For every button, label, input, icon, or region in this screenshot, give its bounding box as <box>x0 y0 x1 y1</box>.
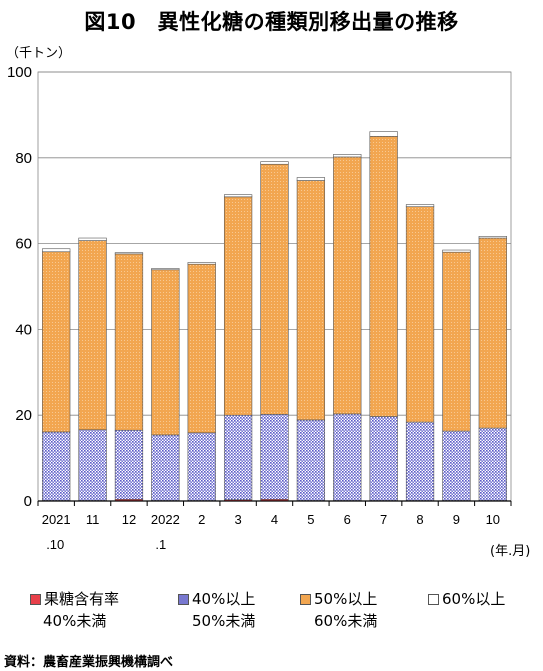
bar-segment-2 <box>296 419 326 501</box>
y-tick-label: 100 <box>7 64 32 81</box>
bar-segment-2 <box>42 431 71 501</box>
legend: 果糖含有率 40%未満 40%以上 50%未満 50%以上 60%未満 60%以… <box>0 588 543 648</box>
bars <box>42 131 507 502</box>
bar-segment-4 <box>187 262 216 265</box>
bar-segment-4 <box>405 204 435 208</box>
bar-segment-4 <box>42 248 71 253</box>
bar-segment-4 <box>296 177 326 181</box>
y-tick-label: 40 <box>15 321 32 338</box>
legend-swatch <box>30 594 41 605</box>
x-tick-label: 3 <box>234 512 241 527</box>
bar-segment-3 <box>478 237 507 429</box>
legend-label-line2: 50%未満 <box>192 612 256 630</box>
source-note: 資料：農畜産業振興機構調べ <box>4 655 174 670</box>
x-tick-label: 10 <box>486 512 500 527</box>
x-tick-label-line2: .10 <box>46 537 64 552</box>
bar-segment-4 <box>114 252 144 255</box>
y-tick-label: 0 <box>24 493 32 510</box>
chart-svg: 0 20 40 60 80 100 2021 .10 11 12 2022 .1 2 3 4 5 6 7 8 9 10 <box>7 64 512 552</box>
legend-swatch <box>428 594 439 605</box>
x-tick-label: 8 <box>416 512 423 527</box>
y-tick-label: 60 <box>15 236 32 253</box>
bar-segment-4 <box>223 194 253 198</box>
x-tick-label: 2 <box>198 512 205 527</box>
bar-segment-3 <box>405 206 435 423</box>
legend-item-over60: 60%以上 <box>428 588 505 610</box>
x-tick-label: 6 <box>344 512 351 527</box>
bar-segment-2 <box>114 429 144 500</box>
bar-segment-2 <box>369 416 398 501</box>
bar-segment-3 <box>42 251 71 433</box>
legend-label-line2: 60%未満 <box>314 612 378 630</box>
bar-segment-3 <box>151 269 180 436</box>
bar-segment-2 <box>78 429 107 501</box>
bar-segment-4 <box>260 161 289 165</box>
bar-segment-4 <box>78 237 107 241</box>
y-unit-label: （千トン） <box>6 46 72 61</box>
bar-segment-2 <box>187 432 216 501</box>
bar-segment-2 <box>442 430 471 501</box>
x-tick-label: 2021 <box>42 512 71 527</box>
bar-segment-2 <box>260 414 289 500</box>
x-tick-label: 7 <box>380 512 387 527</box>
y-tick-label: 20 <box>15 407 32 424</box>
legend-label: 60%以上 <box>442 590 506 608</box>
bar-segment-3 <box>114 253 144 431</box>
bar-segment-3 <box>333 156 362 415</box>
bar-segment-3 <box>296 180 326 421</box>
legend-item-under40: 果糖含有率 40%未満 <box>30 588 119 632</box>
legend-item-40to50: 40%以上 50%未満 <box>178 588 255 632</box>
bar-segment-3 <box>369 136 398 417</box>
legend-label: 50%以上 <box>314 590 378 608</box>
x-tick-label: 4 <box>271 512 278 527</box>
x-tick-labels: 2021 .10 11 12 2022 .1 2 3 4 5 6 7 8 9 10 <box>42 512 500 552</box>
bar-segment-4 <box>333 154 362 158</box>
axes <box>37 71 512 506</box>
bar-segment-2 <box>405 421 435 501</box>
bar-segment-3 <box>260 163 289 415</box>
bar-segment-3 <box>187 263 216 434</box>
x-tick-label-line2: .1 <box>155 537 166 552</box>
legend-label: 40%以上 <box>192 590 256 608</box>
y-tick-label: 80 <box>15 150 32 167</box>
x-tick-label: 11 <box>86 512 100 527</box>
x-tick-label: 9 <box>453 512 460 527</box>
legend-label: 果糖含有率 <box>44 590 120 608</box>
bar-segment-4 <box>478 236 507 239</box>
bar-segment-3 <box>78 240 107 431</box>
bar-segment-3 <box>442 251 471 432</box>
bar-segment-4 <box>369 131 398 137</box>
legend-swatch <box>178 594 189 605</box>
chart-title: 図10 異性化糖の種類別移出量の推移 <box>84 10 459 34</box>
x-tick-label: 2022 <box>151 512 180 527</box>
bar-segment-2 <box>333 413 362 501</box>
y-tick-labels: 0 20 40 60 80 100 <box>7 64 32 510</box>
bar-segment-4 <box>151 268 180 271</box>
bar-segment-2 <box>478 427 507 501</box>
x-tick-label: 12 <box>122 512 136 527</box>
bar-segment-2 <box>151 434 180 501</box>
bar-segment-4 <box>442 249 471 253</box>
x-tick-label: 5 <box>307 512 314 527</box>
bar-segment-3 <box>223 196 253 416</box>
x-unit-label: (年.月) <box>490 544 531 559</box>
legend-item-50to60: 50%以上 60%未満 <box>300 588 377 632</box>
legend-label-line2: 40%未満 <box>43 612 107 630</box>
legend-swatch <box>300 594 311 605</box>
bar-segment-2 <box>223 414 253 501</box>
